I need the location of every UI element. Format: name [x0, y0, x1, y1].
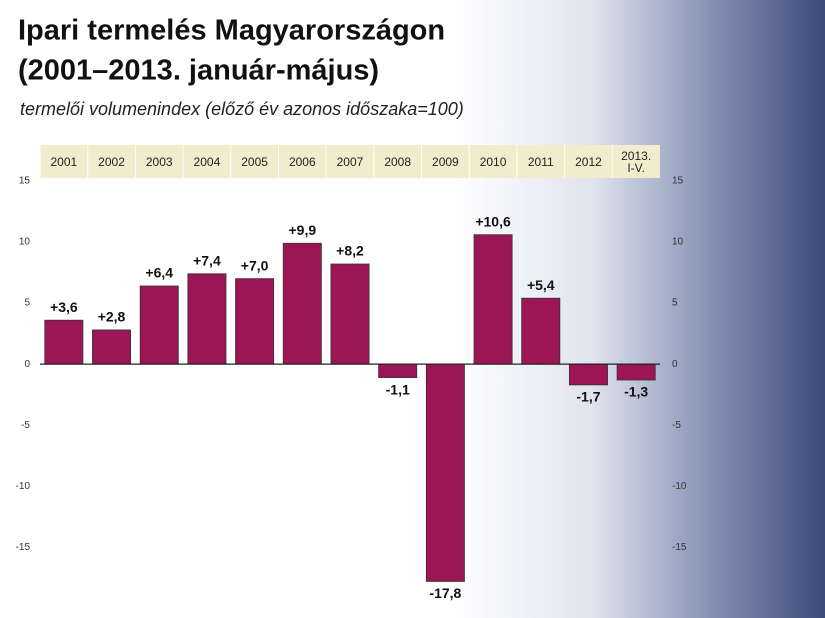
y-tick-label-right: 5 — [672, 298, 678, 309]
bar — [425, 363, 465, 582]
x-tick-label: 2008 — [384, 154, 412, 169]
bar — [521, 297, 561, 365]
x-tick-label: 2003 — [145, 154, 173, 169]
category-band — [40, 145, 660, 178]
chart-title: Ipari termelés Magyarországon — [18, 15, 445, 47]
y-tick-label-right: 10 — [672, 237, 684, 248]
x-tick-label: 2010 — [479, 154, 507, 169]
value-label: +2,8 — [98, 309, 126, 325]
value-label: +3,6 — [50, 299, 78, 315]
chart-title: (2001–2013. január-május) — [18, 55, 379, 87]
bar — [473, 234, 513, 365]
bar — [282, 242, 322, 365]
y-tick-label: 10 — [19, 237, 31, 248]
y-tick-label: 0 — [24, 359, 30, 370]
value-label: -1,7 — [576, 389, 600, 405]
chart-subtitle: termelői volumenindex (előző év azonos i… — [20, 99, 464, 119]
x-tick-label: 2001 — [50, 154, 78, 169]
bar — [92, 329, 132, 365]
y-tick-label: -5 — [21, 420, 30, 431]
bar — [568, 363, 608, 386]
y-tick-label-right: -15 — [672, 542, 687, 553]
bar — [187, 273, 227, 365]
y-tick-label-right: -5 — [672, 420, 681, 431]
x-tick-label: 2004 — [193, 154, 221, 169]
y-tick-label: 5 — [24, 298, 30, 309]
bar — [378, 363, 418, 378]
value-label: +9,9 — [288, 222, 316, 238]
x-tick-label: 2007 — [336, 154, 364, 169]
value-label: -1,3 — [624, 384, 648, 400]
value-label: -1,1 — [386, 381, 410, 397]
y-tick-label-right: 0 — [672, 359, 678, 370]
x-tick-label: 2013. I-V. — [621, 148, 652, 175]
y-tick-label: -10 — [16, 481, 31, 492]
x-tick-label: 2011 — [527, 154, 554, 169]
bar — [44, 319, 84, 365]
value-label: +8,2 — [336, 243, 364, 259]
y-tick-label-right: 15 — [672, 176, 684, 187]
x-tick-label: 2012 — [575, 154, 602, 169]
y-tick-label: -15 — [16, 542, 31, 553]
value-label: +7,4 — [193, 252, 221, 268]
y-tick-label-right: -10 — [672, 481, 687, 492]
value-label: +5,4 — [527, 277, 555, 293]
value-label: +7,0 — [241, 257, 269, 273]
bar — [616, 363, 656, 381]
x-tick-label: 2002 — [98, 154, 125, 169]
y-tick-label: 15 — [19, 176, 31, 187]
value-label: +6,4 — [145, 265, 173, 281]
bar — [235, 278, 275, 365]
value-label: -17,8 — [429, 585, 461, 601]
bar — [139, 285, 179, 365]
x-tick-label: 2009 — [432, 154, 459, 169]
x-tick-label: 2006 — [288, 154, 316, 169]
value-label: +10,6 — [475, 213, 511, 229]
x-tick-label: 2005 — [241, 154, 268, 169]
bar — [330, 263, 370, 365]
